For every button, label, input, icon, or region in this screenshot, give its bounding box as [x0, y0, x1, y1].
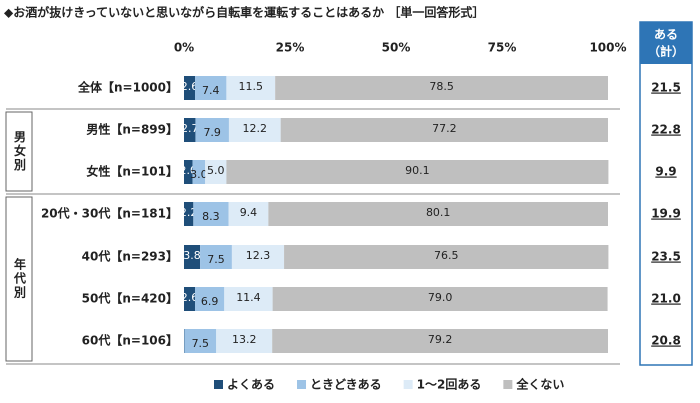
total-value: 20.8 [651, 334, 681, 348]
bar-segment [193, 202, 229, 226]
bar-segment [200, 245, 232, 269]
bar-segment [280, 118, 608, 142]
x-tick-label: 100% [589, 41, 626, 55]
value-label: 2.6 [181, 291, 199, 304]
bar-segment [284, 245, 609, 269]
total-value: 22.8 [651, 123, 681, 137]
total-value: 21.5 [651, 81, 681, 95]
value-label: 79.0 [428, 291, 453, 304]
total-value: 21.0 [651, 292, 681, 306]
bar-segment [231, 245, 285, 269]
bar-segment [195, 118, 229, 142]
value-label: 7.5 [192, 337, 210, 350]
chart-title: ◆お酒が抜けきっていないと思いながら自転車を運転することはあるか ［単一回答形式… [4, 5, 484, 20]
totals-title: ある [654, 28, 678, 42]
value-label: 12.2 [243, 122, 268, 135]
category-label: 男性【n=899】 [86, 122, 178, 137]
bar-segment [184, 160, 193, 184]
total-value: 23.5 [651, 250, 681, 264]
value-label: 7.4 [202, 84, 220, 97]
category-label: 20代・30代【n=181】 [41, 206, 178, 221]
legend-swatch [297, 380, 307, 389]
x-tick-label: 75% [488, 41, 517, 55]
bar-segment [184, 287, 196, 311]
legend-swatch [503, 380, 513, 389]
value-label: 8.3 [202, 210, 220, 223]
value-label: 3.8 [183, 249, 201, 262]
legend-label: 全くない [515, 377, 564, 392]
value-label: 3.0 [190, 168, 208, 181]
bar-segment [195, 76, 227, 100]
category-label: 全体【n=1000】 [77, 80, 178, 95]
value-label: 11.4 [236, 291, 261, 304]
bar-segment [275, 76, 608, 100]
totals-box [639, 21, 693, 366]
value-label: 7.5 [207, 253, 225, 266]
value-label: 6.9 [201, 295, 219, 308]
bar-segment [228, 202, 269, 226]
x-tick-label: 50% [382, 41, 411, 55]
group-box [5, 196, 33, 362]
value-label: 11.5 [239, 80, 264, 93]
bar-segment [224, 287, 273, 311]
bar-segment [272, 329, 608, 353]
bar-segment [268, 202, 608, 226]
value-label: 78.5 [429, 80, 454, 93]
bar-segment [184, 118, 196, 142]
value-label: 13.2 [232, 333, 257, 346]
value-label: 80.1 [426, 206, 451, 219]
value-label: 9.4 [240, 206, 258, 219]
bar-segment [195, 287, 225, 311]
category-label: 女性【n=101】 [86, 164, 178, 179]
value-label: 2.7 [181, 122, 199, 135]
bar-segment [272, 287, 608, 311]
bar-segment [184, 76, 196, 100]
legend-swatch [403, 380, 413, 389]
value-label: 7.9 [203, 126, 221, 139]
value-label: 2.2 [180, 206, 198, 219]
bar-segment [184, 329, 217, 353]
category-label: 50代【n=420】 [82, 291, 178, 306]
total-value: 9.9 [655, 165, 676, 179]
bar-segment [216, 329, 273, 353]
value-label: 76.5 [434, 249, 459, 262]
legend-swatch [214, 380, 223, 389]
bar-segment [205, 160, 227, 184]
bar-segment [184, 202, 194, 226]
bar-segment [192, 160, 206, 184]
bar-segment [228, 118, 281, 142]
value-label: 2.6 [181, 80, 199, 93]
legend-label: よくある [227, 378, 275, 392]
category-label: 60代【n=106】 [82, 333, 178, 348]
bar-segment [184, 245, 201, 269]
group-label: 年代別 [13, 257, 27, 300]
value-label: 79.2 [428, 333, 453, 346]
x-tick-label: 0% [174, 41, 194, 55]
total-value: 19.9 [651, 207, 681, 221]
totals-header [640, 22, 692, 64]
value-label: 5.0 [207, 164, 225, 177]
value-label: 77.2 [432, 122, 457, 135]
totals-title: （計） [648, 44, 684, 59]
bar-segment [226, 160, 609, 184]
group-label: 男女別 [13, 130, 27, 172]
legend-label: 1～2回ある [417, 378, 482, 392]
value-label: 90.1 [405, 164, 430, 177]
bar-segment [226, 76, 276, 100]
legend-label: ときどきある [310, 378, 382, 392]
group-box [5, 111, 33, 192]
category-label: 40代【n=293】 [82, 249, 178, 264]
value-label: 12.3 [246, 249, 271, 262]
x-tick-label: 25% [276, 41, 305, 55]
